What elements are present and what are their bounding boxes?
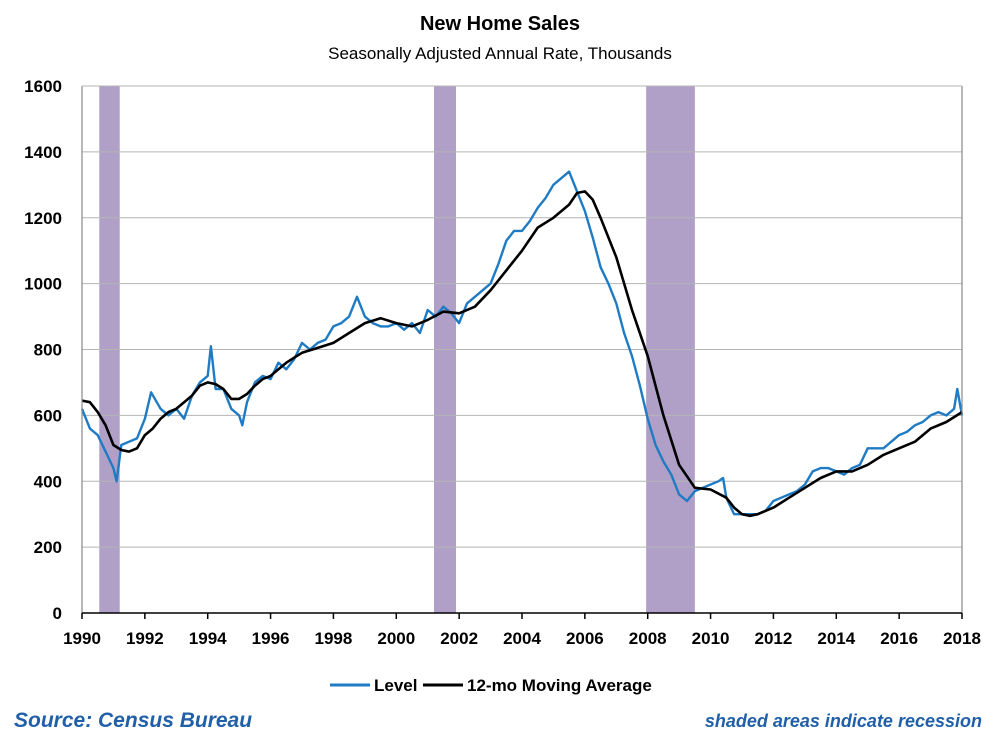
x-tick-label: 2000 [377,629,415,648]
x-tick-label: 2004 [503,629,541,648]
y-tick-label: 1400 [24,143,62,162]
x-tick-label: 2014 [817,629,855,648]
source-note: Source: Census Bureau [14,709,252,732]
y-tick-label: 0 [53,604,62,623]
x-tick-label: 2008 [629,629,667,648]
chart-subtitle: Seasonally Adjusted Annual Rate, Thousan… [328,44,672,63]
x-tick-label: 1992 [126,629,164,648]
legend: Level 12-mo Moving Average [330,676,652,695]
recession-note: shaded areas indicate recession [705,711,982,731]
y-tick-label: 400 [34,472,62,491]
y-tick-label: 800 [34,341,62,360]
x-tick-label: 1998 [315,629,353,648]
legend-label-moving-average: 12-mo Moving Average [467,676,652,695]
x-tick-label: 2002 [440,629,478,648]
x-tick-label: 2018 [943,629,981,648]
axes [81,85,963,614]
y-tick-label: 1000 [24,275,62,294]
x-tick-label: 2016 [880,629,918,648]
x-tick-label: 1994 [189,629,227,648]
y-tick-label: 1600 [24,77,62,96]
y-tick-label: 200 [34,538,62,557]
series-line-moving-average [81,190,963,518]
gridlines [82,85,962,548]
y-tick-label: 1200 [24,209,62,228]
series-line-level [80,170,964,516]
x-tick-label: 2006 [566,629,604,648]
x-tick-label: 2010 [692,629,730,648]
chart-title: New Home Sales [420,13,580,35]
y-axis-ticks: 0 200 400 600 800 1000 1200 1400 1600 [24,77,62,623]
x-axis-ticks: 1990 1992 1994 1996 1998 2000 2002 2004 2006 2008… [63,613,981,648]
x-tick-label: 1996 [252,629,290,648]
x-tick-label: 2012 [755,629,793,648]
x-tick-label: 1990 [63,629,101,648]
y-tick-label: 600 [34,406,62,425]
series-lines [80,170,964,518]
legend-label-level: Level [374,676,417,695]
